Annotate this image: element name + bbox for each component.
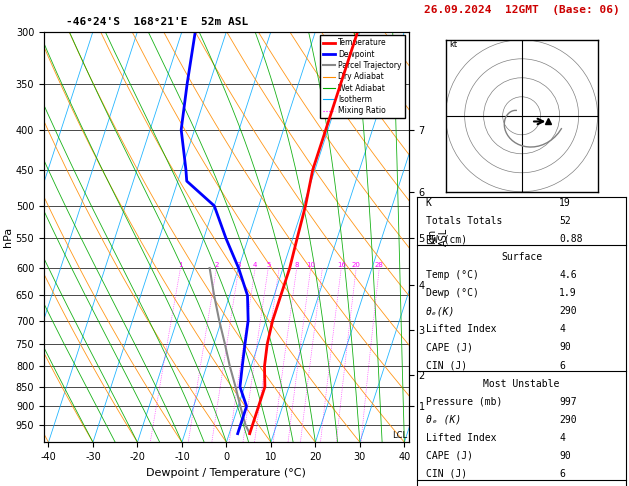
- Text: 19: 19: [559, 198, 571, 208]
- Text: 3: 3: [237, 262, 241, 268]
- Text: 1: 1: [178, 262, 183, 268]
- X-axis label: Dewpoint / Temperature (°C): Dewpoint / Temperature (°C): [147, 468, 306, 478]
- Text: 8: 8: [294, 262, 299, 268]
- Text: 2: 2: [214, 262, 219, 268]
- Text: 1.9: 1.9: [559, 288, 577, 298]
- Text: 6: 6: [559, 469, 565, 479]
- Text: 4: 4: [559, 433, 565, 443]
- Text: 997: 997: [559, 397, 577, 407]
- Text: Lifted Index: Lifted Index: [426, 433, 496, 443]
- Text: Pressure (mb): Pressure (mb): [426, 397, 502, 407]
- Text: 20: 20: [352, 262, 360, 268]
- Text: CAPE (J): CAPE (J): [426, 343, 473, 352]
- Text: Surface: Surface: [501, 252, 542, 262]
- Text: 4.6: 4.6: [559, 270, 577, 280]
- Text: CIN (J): CIN (J): [426, 361, 467, 370]
- Text: 26.09.2024  12GMT  (Base: 06): 26.09.2024 12GMT (Base: 06): [424, 5, 620, 15]
- Text: Lifted Index: Lifted Index: [426, 324, 496, 334]
- Text: 10: 10: [306, 262, 315, 268]
- Text: LCL: LCL: [392, 431, 408, 440]
- Text: 0.88: 0.88: [559, 234, 582, 244]
- Y-axis label: hPa: hPa: [3, 227, 13, 247]
- Text: 90: 90: [559, 343, 571, 352]
- Text: Dewp (°C): Dewp (°C): [426, 288, 479, 298]
- Text: PW (cm): PW (cm): [426, 234, 467, 244]
- Text: 290: 290: [559, 415, 577, 425]
- Text: 90: 90: [559, 451, 571, 461]
- Text: CAPE (J): CAPE (J): [426, 451, 473, 461]
- Text: Temp (°C): Temp (°C): [426, 270, 479, 280]
- Text: 4: 4: [559, 324, 565, 334]
- Y-axis label: km
ASL: km ASL: [428, 228, 449, 246]
- Text: 290: 290: [559, 306, 577, 316]
- Text: -46°24'S  168°21'E  52m ASL: -46°24'S 168°21'E 52m ASL: [66, 17, 248, 27]
- Text: CIN (J): CIN (J): [426, 469, 467, 479]
- Text: 52: 52: [559, 216, 571, 226]
- Text: K: K: [426, 198, 431, 208]
- Text: 4: 4: [253, 262, 257, 268]
- Text: θₑ(K): θₑ(K): [426, 306, 455, 316]
- Legend: Temperature, Dewpoint, Parcel Trajectory, Dry Adiabat, Wet Adiabat, Isotherm, Mi: Temperature, Dewpoint, Parcel Trajectory…: [320, 35, 405, 118]
- Text: Most Unstable: Most Unstable: [484, 379, 560, 389]
- Text: 5: 5: [266, 262, 270, 268]
- Text: 28: 28: [375, 262, 384, 268]
- Text: θₑ (K): θₑ (K): [426, 415, 461, 425]
- Text: Totals Totals: Totals Totals: [426, 216, 502, 226]
- Text: 16: 16: [337, 262, 346, 268]
- Text: 6: 6: [559, 361, 565, 370]
